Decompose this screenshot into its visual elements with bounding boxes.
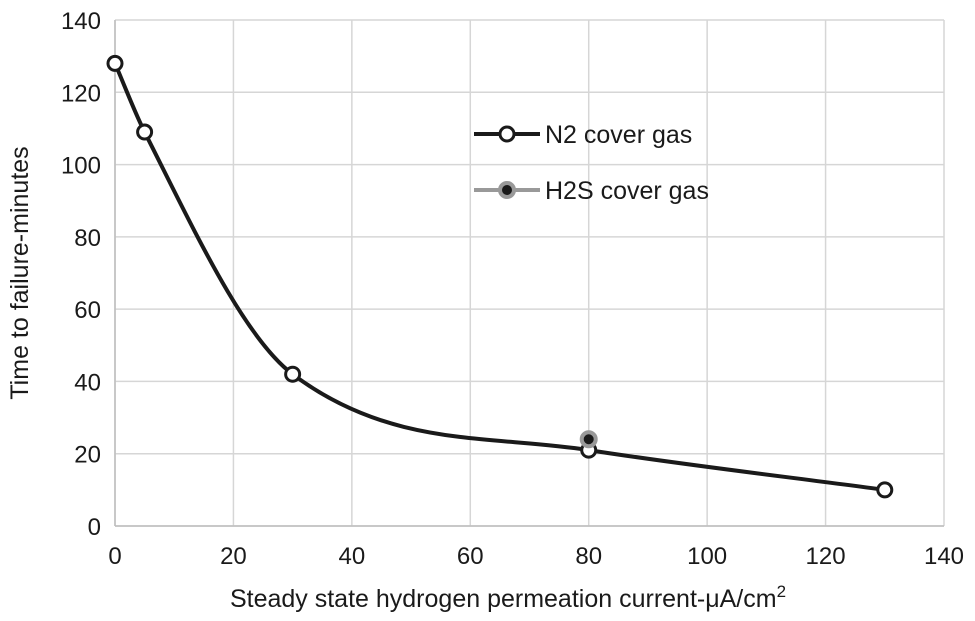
x-tick-label-0: 0 (108, 543, 121, 570)
series-line-0 (113, 61, 887, 492)
y-tick-label-140: 140 (61, 8, 101, 35)
data-point-s0-0 (106, 54, 124, 72)
x-axis-title-superscript: 2 (777, 582, 786, 601)
legend-marker-n2 (498, 125, 516, 143)
legend: N2 cover gas H2S cover gas (474, 121, 709, 205)
plot-frame (114, 20, 944, 527)
y-tick-label-0: 0 (88, 514, 101, 541)
legend-marker-h2s (498, 181, 516, 199)
data-point-s0-4 (876, 481, 894, 499)
legend-item-n2: N2 cover gas (474, 121, 692, 149)
x-axis-title-text: Steady state hydrogen permeation current… (230, 585, 777, 613)
y-tick-label-20: 20 (74, 442, 101, 469)
y-axis-title: Time to failure-minutes (6, 146, 34, 399)
data-point-s0-1 (136, 123, 154, 141)
y-axis-ticks: 0 20 40 60 80 100 120 140 (61, 8, 101, 541)
x-tick-label-20: 20 (220, 543, 247, 570)
series-layer (106, 54, 894, 499)
x-tick-label-120: 120 (806, 543, 846, 570)
y-tick-label-100: 100 (61, 153, 101, 180)
legend-label-n2: N2 cover gas (545, 121, 692, 149)
x-tick-label-100: 100 (687, 543, 727, 570)
y-tick-label-120: 120 (61, 80, 101, 107)
x-tick-label-140: 140 (924, 543, 964, 570)
x-tick-label-80: 80 (575, 543, 602, 570)
grid (114, 19, 945, 527)
x-tick-label-60: 60 (457, 543, 484, 570)
legend-label-h2s: H2S cover gas (545, 177, 709, 205)
y-tick-label-40: 40 (74, 369, 101, 396)
y-tick-label-60: 60 (74, 297, 101, 324)
x-axis-title: Steady state hydrogen permeation current… (230, 582, 786, 613)
x-tick-label-40: 40 (339, 543, 366, 570)
data-point-s0-2 (284, 365, 302, 383)
x-axis-ticks: 0 20 40 60 80 100 120 140 (108, 543, 964, 570)
legend-item-h2s: H2S cover gas (474, 177, 709, 205)
y-tick-label-80: 80 (74, 225, 101, 252)
data-point-s1-0 (579, 430, 598, 449)
